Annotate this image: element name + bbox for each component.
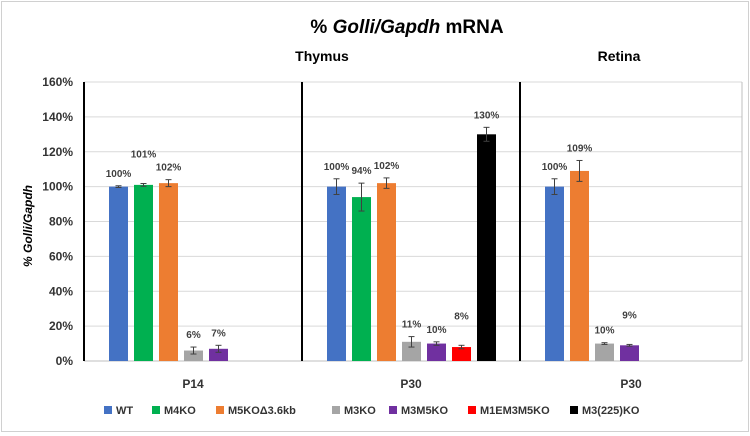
error-bar: [551, 178, 558, 195]
data-label: 6%: [186, 330, 201, 341]
bar-p30-2-m5ko-3-6kb: [570, 170, 589, 361]
error-bar: [433, 341, 440, 346]
y-tick-label-160: 160%: [42, 75, 73, 89]
data-label: 7%: [211, 328, 226, 339]
error-bar: [626, 343, 633, 347]
data-label: 10%: [426, 325, 446, 336]
legend-item-m4ko: M4KO: [152, 405, 196, 417]
data-label: 100%: [324, 162, 350, 173]
y-axis-label: % Golli/Gapdh: [21, 185, 35, 267]
legend-label: M3(225)KO: [582, 405, 640, 417]
legend: WT M4KO M5KOΔ3.6kb M3KO M3M5KO M1EM3M5KO M3(22…: [104, 405, 640, 417]
y-tick-label-120: 120%: [42, 145, 73, 159]
legend-swatch: [468, 406, 476, 414]
category-label-p14-0: P14: [182, 377, 204, 391]
error-bar: [458, 344, 465, 350]
error-bar: [358, 182, 365, 212]
data-label: 10%: [594, 326, 614, 337]
data-label: 109%: [567, 143, 593, 154]
error-bar: [333, 178, 340, 195]
y-tick-label-60: 60%: [49, 249, 73, 263]
category-label-p30-1: P30: [400, 377, 422, 391]
y-tick-label-0: 0%: [56, 354, 74, 368]
legend-label: M1EM3M5KO: [480, 405, 550, 417]
bar-p30-1-wt: [327, 186, 346, 361]
bar-p30-2-m3m5ko: [620, 345, 639, 361]
category-label-p30-2: P30: [620, 377, 642, 391]
tissue-label-retina: Retina: [598, 48, 641, 64]
chart-title-suffix: mRNA: [440, 17, 504, 38]
legend-item-m3m5ko: M3M5KO: [389, 405, 449, 417]
data-label: 100%: [106, 169, 132, 180]
bar-p14-0-m4ko: [134, 184, 153, 361]
y-tick-label-20: 20%: [49, 319, 73, 333]
data-label: 11%: [402, 320, 422, 331]
data-label: 101%: [131, 149, 157, 160]
y-axis-label-italic: Golli/Gapdh: [21, 185, 35, 253]
legend-label: M4KO: [164, 405, 196, 417]
data-label: 94%: [351, 166, 371, 177]
legend-swatch: [332, 406, 340, 414]
golli-gapdh-bar-chart: % Golli/Gapdh mRNA % Golli/Gapdh 0% 20% 40…: [21, 17, 743, 417]
chart-title-italic: Golli/Gapdh: [333, 17, 441, 38]
legend-label: M5KOΔ3.6kb: [228, 405, 296, 417]
panel-dividers: [83, 82, 743, 361]
y-tick-label-100: 100%: [42, 180, 73, 194]
chart-title: % Golli/Gapdh mRNA: [310, 17, 503, 38]
legend-label: M3KO: [344, 405, 376, 417]
error-bar: [383, 177, 390, 189]
bar-p14-0-m3m5ko: [209, 348, 228, 361]
y-tick-label-80: 80%: [49, 215, 73, 229]
bar-p30-1-m1em3m5ko: [452, 347, 471, 361]
data-label: 102%: [374, 161, 400, 172]
legend-label: WT: [116, 405, 133, 417]
y-axis-label-prefix: %: [21, 253, 35, 267]
tissue-label-thymus: Thymus: [295, 48, 349, 64]
bar-p30-1-m3m5ko: [427, 343, 446, 361]
error-bar: [601, 342, 608, 345]
bars: 100%101%102%6% 7%100% 94% 102%11% 10%8%130%1…: [106, 110, 639, 361]
legend-item-m5ko-3-6kb: M5KOΔ3.6kb: [216, 405, 296, 417]
category-labels: P14 P30 P30: [182, 377, 642, 391]
bar-p14-0-m3ko: [184, 350, 203, 361]
legend-swatch: [152, 406, 160, 414]
legend-swatch: [216, 406, 224, 414]
legend-swatch: [104, 406, 112, 414]
data-label: 102%: [156, 163, 182, 174]
bar-p14-0-m5ko-3-6kb: [159, 183, 178, 361]
y-tick-label-140: 140%: [42, 110, 73, 124]
data-label: 9%: [622, 310, 637, 321]
legend-swatch: [389, 406, 397, 414]
tissue-labels: Thymus Retina: [295, 48, 640, 64]
data-label: 8%: [454, 311, 469, 322]
legend-item-m1em3m5ko: M1EM3M5KO: [468, 405, 550, 417]
grid-lines: [84, 81, 742, 362]
bar-p30-1-m4ko: [352, 197, 371, 361]
error-bar: [215, 344, 222, 353]
bar-p30-1-m5ko-3-6kb: [377, 183, 396, 361]
y-tick-label-40: 40%: [49, 284, 73, 298]
bar-p30-2-wt: [545, 186, 564, 361]
data-label: 100%: [542, 162, 568, 173]
error-bar: [165, 179, 172, 188]
legend-item-m3ko: M3KO: [332, 405, 376, 417]
legend-item-m3-225-ko: M3(225)KO: [570, 405, 640, 417]
error-bar: [408, 336, 415, 348]
error-bar: [115, 185, 122, 188]
error-bar: [190, 346, 197, 355]
error-bar: [483, 126, 490, 142]
bar-p30-1-m3-225-ko: [477, 134, 496, 361]
bar-p14-0-wt: [109, 186, 128, 361]
bar-p30-1-m3ko: [402, 341, 421, 361]
error-bar: [140, 182, 147, 187]
chart-title-prefix: %: [310, 17, 332, 38]
legend-label: M3M5KO: [401, 405, 449, 417]
data-label: 130%: [474, 110, 500, 121]
legend-swatch: [570, 406, 578, 414]
y-axis-ticks: 0% 20% 40% 60% 80% 100% 120% 140% 160%: [42, 75, 73, 368]
bar-p30-2-m3ko: [595, 343, 614, 361]
legend-item-wt: WT: [104, 405, 133, 417]
error-bar: [576, 159, 583, 182]
